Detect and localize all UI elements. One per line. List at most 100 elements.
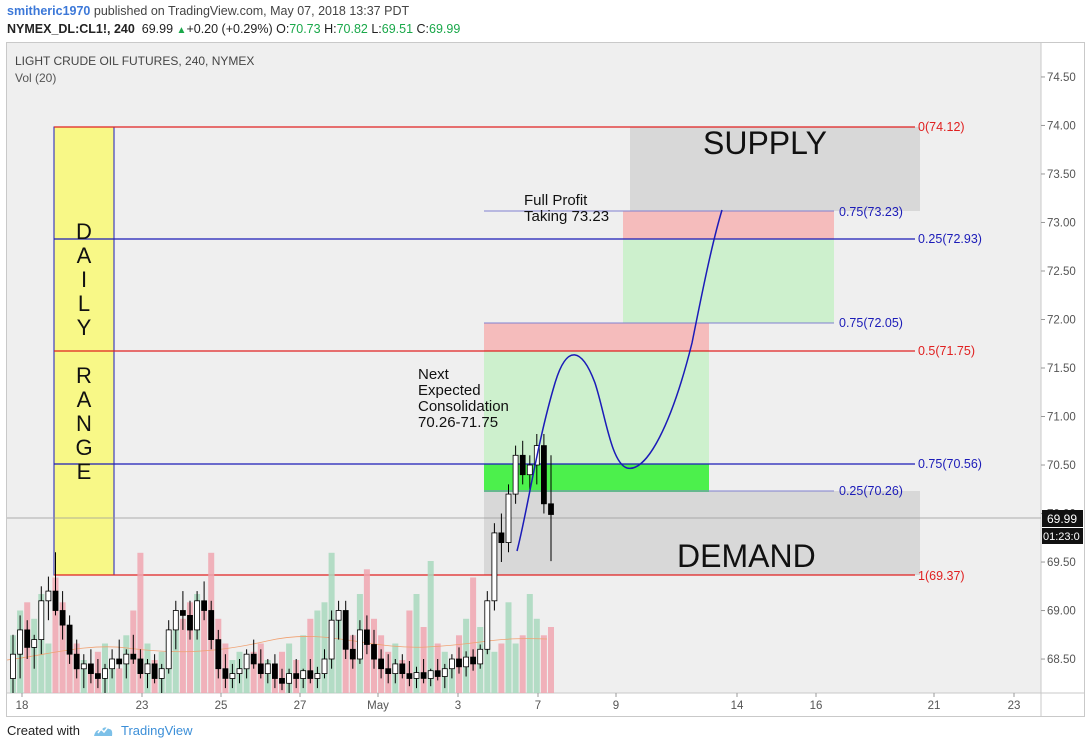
time-tick-label: 16: [810, 700, 823, 712]
candle-body: [321, 658, 328, 675]
candle-body: [406, 673, 413, 679]
candle-body: [463, 656, 470, 668]
demand-zone: [484, 491, 920, 575]
created-with-text: Created with: [7, 723, 80, 738]
candle-body: [243, 653, 250, 670]
up-arrow-icon: ▲: [176, 25, 187, 36]
full-profit-line-2: Taking 73.23: [524, 208, 609, 225]
close-label: C:: [416, 22, 430, 36]
price-tick-label: 74.00: [1047, 120, 1076, 132]
volume-bar: [307, 618, 314, 694]
target-zone-green-lower: [484, 351, 709, 464]
volume-bar: [526, 594, 533, 693]
price-axis[interactable]: 74.50 74.00 73.50 73.00 72.50 72.00 71.50 71.00…: [1041, 72, 1076, 666]
daily-range-letter: N: [76, 411, 92, 436]
volume-bar: [172, 627, 179, 693]
volume-bar: [137, 552, 144, 694]
daily-range-letter: I: [81, 267, 87, 292]
candle-body: [229, 673, 236, 679]
candle-body: [109, 658, 115, 670]
candle-body: [271, 663, 278, 679]
candle-body: [434, 670, 441, 677]
candle-body: [250, 653, 257, 665]
time-tick-label: 7: [535, 700, 541, 712]
candle-body: [413, 672, 420, 679]
volume-bar: [179, 618, 186, 694]
low-value: 69.51: [381, 22, 414, 36]
volume-bar: [484, 643, 491, 693]
daily-range-letter: L: [78, 291, 90, 316]
daily-range-letter: A: [77, 243, 92, 268]
volume-bar: [335, 618, 342, 694]
close-value: 69.99: [429, 22, 461, 36]
candle-body: [264, 663, 271, 675]
candle-body: [236, 668, 243, 675]
time-tick-label: 23: [1008, 700, 1021, 712]
symbol-label[interactable]: NYMEX_DL:CL1!, 240: [7, 22, 135, 36]
chart-title: LIGHT CRUDE OIL FUTURES, 240, NYMEX: [15, 54, 255, 68]
chart-canvas[interactable]: 0(74.12) 0.25(72.93) 0.5(71.75) 0.75(70.…: [7, 43, 1084, 716]
candle-body: [399, 663, 406, 675]
volume-bar: [342, 643, 349, 693]
tradingview-logo-icon: [93, 726, 112, 736]
candle-body: [371, 644, 377, 660]
volume-bar: [498, 643, 505, 693]
header: smitheric1970 published on TradingView.c…: [0, 0, 1086, 42]
footer: Created with TradingView: [7, 723, 193, 738]
daily-range-letter: D: [76, 219, 92, 244]
daily-range-letter: R: [76, 363, 92, 388]
candle-body: [363, 629, 370, 645]
next-expected-line-1: Next: [418, 366, 450, 383]
candle-body: [88, 663, 94, 675]
time-axis[interactable]: 18 23 25 27 May 3 7 9 14 16 21 23: [16, 693, 1021, 712]
volume-bar: [59, 602, 66, 694]
price-tick-label: 71.00: [1047, 412, 1076, 424]
volume-ma-line: [7, 636, 548, 661]
price-tick-label: 68.50: [1047, 654, 1076, 666]
volume-bar: [45, 643, 52, 693]
candle-body: [151, 663, 158, 679]
next-expected-line-2: Expected: [418, 382, 481, 399]
candle-body: [52, 590, 59, 611]
candle-body: [279, 678, 285, 684]
candle-body: [541, 445, 547, 505]
candle-body: [314, 673, 321, 679]
username-link[interactable]: smitheric1970: [7, 4, 91, 18]
price-tick-label: 73.50: [1047, 169, 1076, 181]
candle-body: [484, 600, 491, 650]
low-label: L:: [371, 22, 382, 36]
candle-body: [165, 629, 172, 670]
candle-body: [300, 670, 307, 679]
time-tick-label: 21: [928, 700, 941, 712]
candle-body: [144, 663, 151, 675]
candle-body: [38, 600, 45, 640]
volume-bar: [321, 602, 328, 694]
candle-body: [222, 668, 229, 679]
volume-bar: [505, 602, 512, 694]
demand-label: DEMAND: [677, 538, 816, 574]
volume-bar: [512, 643, 519, 693]
fib-label-7026: 0.25(70.26): [839, 484, 903, 498]
candle-body: [130, 653, 137, 660]
price-tick-label: 73.00: [1047, 217, 1076, 229]
projection-curve: [516, 209, 723, 552]
candle-body: [194, 600, 201, 631]
high-label: H:: [324, 22, 337, 36]
volume-bar: [243, 668, 250, 694]
time-tick-label: 18: [16, 700, 29, 712]
volume-bar: [406, 610, 413, 693]
candle-body: [427, 670, 434, 679]
candle-body: [378, 658, 385, 670]
volume-bar: [250, 651, 257, 694]
candles: [10, 434, 554, 693]
volume-bar: [427, 561, 434, 693]
candle-body: [172, 610, 179, 631]
candle-body: [385, 668, 392, 675]
tradingview-link[interactable]: TradingView: [121, 723, 193, 738]
candle-body: [335, 610, 342, 621]
chart-panel[interactable]: 0(74.12) 0.25(72.93) 0.5(71.75) 0.75(70.…: [6, 42, 1085, 717]
candle-body: [10, 653, 16, 679]
candle-body: [66, 624, 73, 655]
candle-body: [505, 493, 512, 544]
